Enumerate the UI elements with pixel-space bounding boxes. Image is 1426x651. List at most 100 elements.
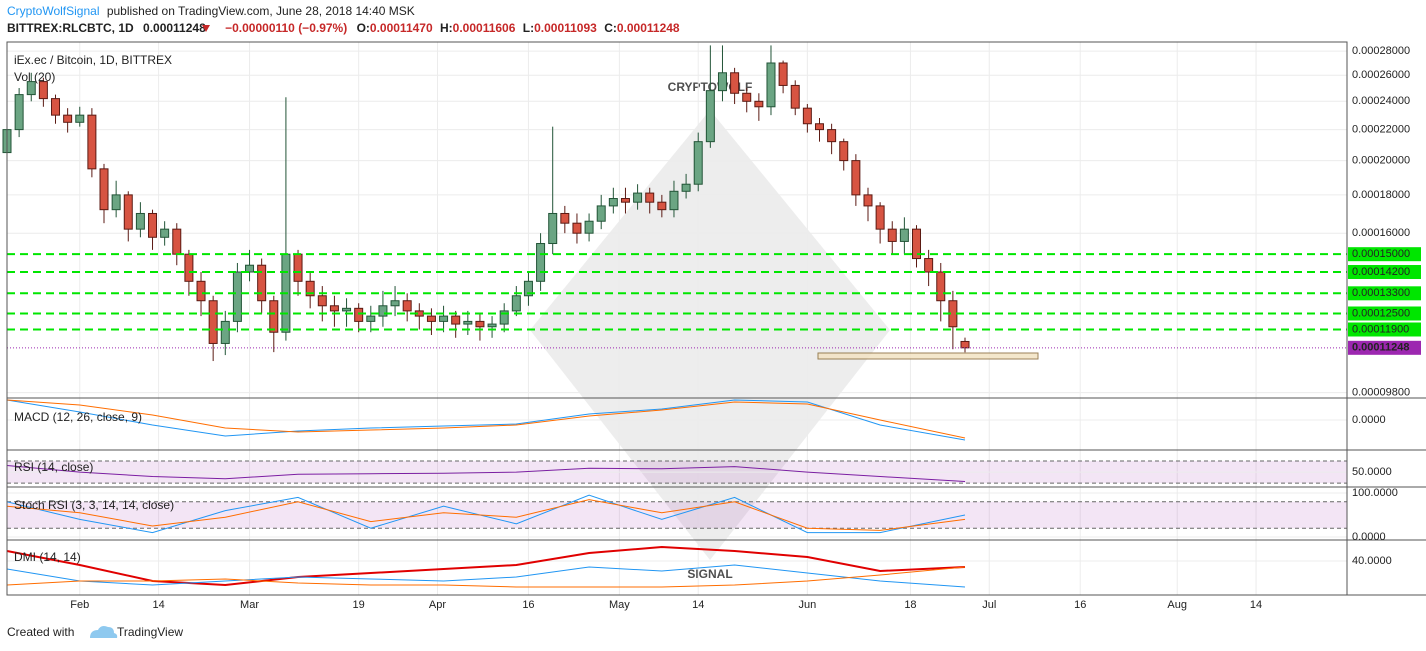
- level-label: 0.00012500: [1352, 307, 1410, 319]
- y-tick-label: 0.00028000: [1352, 45, 1410, 57]
- candle-body: [269, 300, 279, 333]
- candle-body: [766, 62, 776, 108]
- candle-body: [827, 129, 837, 143]
- price: 0.00011248: [143, 21, 206, 35]
- candle-body: [342, 307, 352, 312]
- x-tick-label: 14: [692, 599, 704, 611]
- candle-body: [536, 243, 546, 282]
- candle-body: [75, 114, 85, 123]
- volume-legend: Vol (20): [14, 70, 55, 84]
- candle-body: [802, 107, 812, 125]
- x-tick-label: Jun: [798, 599, 816, 611]
- header-line: CryptoWolfSignal published on TradingVie…: [7, 4, 415, 18]
- candle-body: [354, 307, 364, 322]
- candle-body: [717, 72, 727, 92]
- candle-body: [87, 114, 97, 170]
- candle-body: [912, 228, 922, 260]
- y-tick-label: 0.00016000: [1352, 227, 1410, 239]
- h-label: H:: [440, 21, 453, 35]
- level-label: 0.00015000: [1352, 248, 1410, 260]
- candle-body: [402, 300, 412, 312]
- y-tick-label: 0.00026000: [1352, 69, 1410, 81]
- y-tick-label: 0.00018000: [1352, 189, 1410, 201]
- candle-body: [196, 280, 206, 302]
- candle-body: [329, 305, 339, 312]
- c-label: C:: [604, 21, 617, 35]
- level-tag: [1348, 322, 1421, 337]
- footer-brand[interactable]: TradingView: [117, 625, 183, 639]
- candle-body: [378, 305, 388, 317]
- candle-body: [63, 114, 73, 123]
- candle-body: [51, 98, 61, 116]
- candle-body: [451, 315, 461, 325]
- candle-body: [511, 295, 521, 312]
- candle-body: [887, 228, 897, 242]
- tradingview-logo: [90, 626, 118, 638]
- candle-body: [184, 253, 194, 282]
- frame: [6, 41, 1426, 596]
- level-tag: [1348, 247, 1421, 262]
- candle-body: [645, 192, 655, 203]
- candle-body: [814, 123, 824, 131]
- candle-body: [730, 72, 740, 94]
- candle-body: [111, 194, 121, 211]
- marks: [2, 45, 1347, 588]
- h-value: 0.00011606: [453, 21, 516, 35]
- x-tick-label: 14: [152, 599, 164, 611]
- change: −0.00000110 (−0.97%): [225, 21, 347, 35]
- y-tick-label: 0.0000: [1352, 414, 1386, 426]
- indicator-line: [6, 566, 966, 588]
- x-tick-label: 16: [1074, 599, 1086, 611]
- candle-body: [390, 300, 400, 307]
- candle-body: [742, 92, 752, 102]
- pane-legend: MACD (12, 26, close, 9): [14, 410, 142, 424]
- x-tick-label: May: [609, 599, 630, 611]
- footer-text: Created with: [7, 625, 74, 639]
- candle-body: [851, 160, 861, 196]
- x-tick-label: Feb: [70, 599, 89, 611]
- level-tag: [1348, 265, 1421, 280]
- author-link[interactable]: CryptoWolfSignal: [7, 4, 99, 18]
- y-tick-label: 100.0000: [1352, 487, 1398, 499]
- x-tick-label: Aug: [1167, 599, 1187, 611]
- candle-body: [778, 62, 788, 86]
- main-legend: iEx.ec / Bitcoin, 1D, BITTREX: [14, 53, 172, 67]
- pane-legend: RSI (14, close): [14, 460, 93, 474]
- candle-body: [257, 264, 267, 302]
- x-tick-label: 14: [1250, 599, 1262, 611]
- candle-body: [899, 228, 909, 242]
- x-tick-label: 19: [353, 599, 365, 611]
- candle-body: [681, 183, 691, 192]
- candle-body: [523, 280, 533, 297]
- last-price-tag: [1348, 340, 1421, 355]
- pane-legend: DMI (14, 14): [14, 550, 81, 564]
- candle-body: [245, 264, 255, 273]
- level-tag: [1348, 286, 1421, 301]
- indicator-line: [6, 499, 966, 531]
- y-tick-label: 0.00020000: [1352, 155, 1410, 167]
- published: published on TradingView.com, June 28, 2…: [107, 4, 415, 18]
- candle-body: [572, 222, 582, 234]
- candle-body: [924, 258, 934, 273]
- watermark-emblem: [530, 110, 890, 560]
- candle-body: [754, 100, 764, 108]
- candle-body: [584, 220, 594, 234]
- candle-body: [596, 205, 606, 222]
- candle-body: [839, 141, 849, 162]
- grid: [7, 42, 1347, 595]
- candle-body: [135, 212, 145, 230]
- indicator-line: [6, 399, 966, 441]
- candle-body: [620, 198, 630, 203]
- pane-legend: Stoch RSI (3, 3, 14, 14, close): [14, 498, 174, 512]
- y-tick-label: 50.0000: [1352, 466, 1392, 478]
- symbol: BITTREX:RLCBTC, 1D: [7, 21, 134, 35]
- watermark-text: SIGNAL: [687, 567, 732, 581]
- indicator-line: [6, 399, 966, 439]
- candle-body: [123, 194, 133, 230]
- candle-body: [317, 295, 327, 307]
- indicator-line: [6, 545, 966, 587]
- candle-body: [14, 94, 24, 131]
- y-tick-label: 0.00022000: [1352, 124, 1410, 136]
- x-tick-label: 18: [904, 599, 916, 611]
